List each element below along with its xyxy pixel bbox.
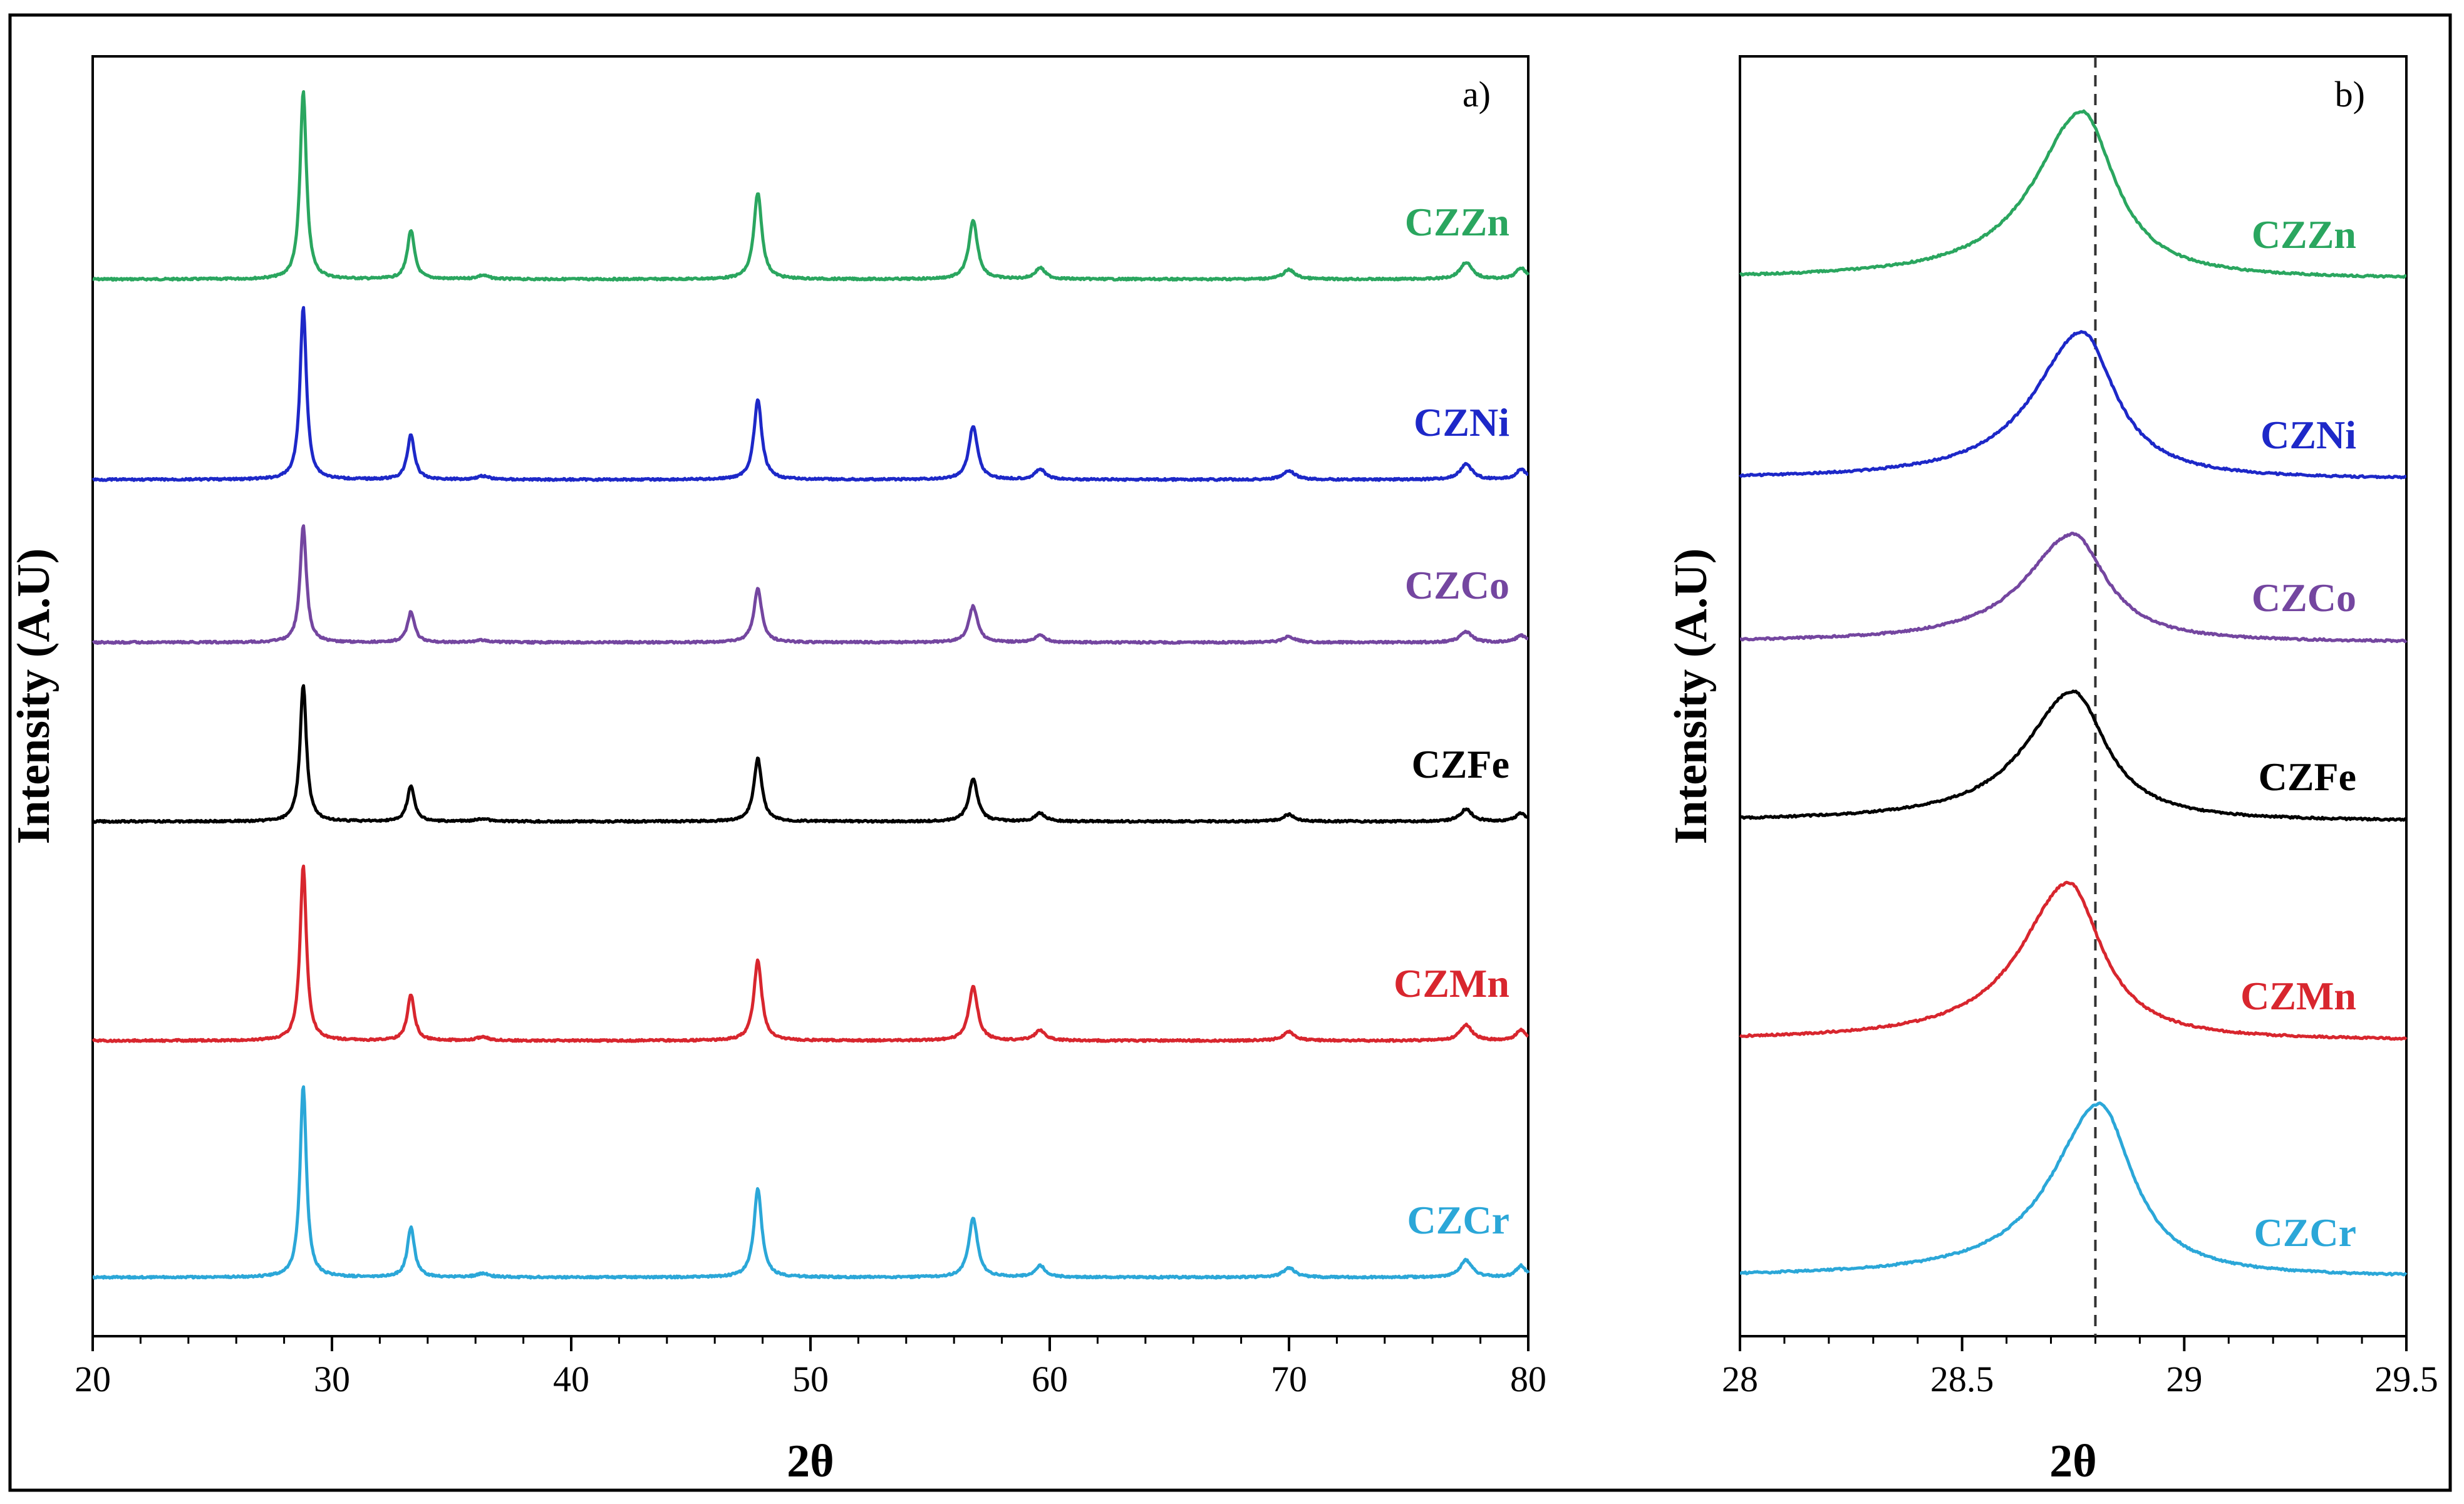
panel-a-series-czfe: [91, 684, 1530, 824]
panel-a-legend-czmn: CZMn: [1394, 961, 1509, 1006]
panel-b-series-czmn: [1739, 880, 2408, 1041]
panel-a-x-axis-title: 2θ: [787, 1436, 834, 1487]
panel-b-x-axis-title: 2θ: [2049, 1436, 2097, 1487]
panel-b-tick-label: 28: [1722, 1359, 1758, 1399]
panel-b-legend-czfe: CZFe: [2259, 755, 2356, 799]
panel-b-y-axis-title: Intensity (A.U): [1665, 549, 1717, 845]
panel-a-tick-label: 70: [1271, 1359, 1307, 1399]
panel-b-legend-czni: CZNi: [2260, 413, 2356, 457]
panel-a-series-czni: [91, 306, 1530, 482]
panel-b-tick-label: 29: [2166, 1359, 2202, 1399]
panel-b-series-czzn: [1739, 109, 2407, 279]
panel-a-x-ticks: 20 30 40 50 60 70 80: [75, 1336, 1546, 1399]
panel-a-tick-label: 80: [1510, 1359, 1546, 1399]
panel-b-legend-czzn: CZZn: [2252, 212, 2356, 257]
panel-a-tick-label: 60: [1032, 1359, 1068, 1399]
panel-a-legend-czzn: CZZn: [1405, 200, 1509, 244]
panel-a-tick-label: 50: [792, 1359, 829, 1399]
panel-b-series-czcr: [1739, 1101, 2408, 1277]
panel-a-series-czmn: [91, 864, 1530, 1043]
panel-a: 20 30 40 50 60 70 80 CZZnCZNiCZCoCZFeCZMnCZCr …: [8, 55, 1546, 1487]
panel-b-legend-czmn: CZMn: [2240, 974, 2356, 1018]
panel-b-legend-czcr: CZCr: [2254, 1210, 2356, 1255]
panel-a-series-czzn: [91, 90, 1530, 282]
panel-b-series-czfe: [1739, 689, 2407, 822]
panel-b-legend-czco: CZCo: [2252, 575, 2356, 620]
panel-b-plot-area: [1739, 55, 2408, 1337]
panel-a-label: a): [1462, 74, 1491, 115]
panel-b-series-czco: [1739, 532, 2408, 644]
panel-a-y-axis-title: Intensity (A.U): [8, 549, 60, 845]
panel-b-x-ticks: 28 28.5 29 29.5: [1722, 1336, 2438, 1399]
panel-a-legend-czco: CZCo: [1405, 563, 1509, 607]
panel-a-series-czco: [91, 524, 1530, 645]
panel-b: 28 28.5 29 29.5 CZZn CZNi CZCo CZFe CZMn CZCr b)…: [1665, 55, 2438, 1487]
panel-b-series-czni: [1739, 330, 2407, 480]
panel-b-label: b): [2335, 74, 2365, 115]
figure-frame: [8, 13, 2452, 1492]
panel-b-tick-label: 29.5: [2374, 1359, 2438, 1399]
panel-a-series: CZZn CZNi CZCo CZFe CZMn CZCr: [91, 90, 1530, 1280]
panel-a-tick-label: 30: [314, 1359, 350, 1399]
panel-a-legend-czfe: CZFe: [1412, 742, 1509, 786]
panel-a-series-czcr: [91, 1085, 1530, 1280]
panel-b-tick-label: 28.5: [1930, 1359, 1994, 1399]
panel-a-legend-czni: CZNi: [1414, 400, 1509, 445]
panel-a-legend-czcr: CZCr: [1407, 1198, 1509, 1242]
panel-a-tick-label: 40: [553, 1359, 589, 1399]
panel-b-series: CZZn CZNi CZCo CZFe CZMn CZCr: [1739, 109, 2408, 1277]
panel-a-tick-label: 20: [75, 1359, 111, 1399]
